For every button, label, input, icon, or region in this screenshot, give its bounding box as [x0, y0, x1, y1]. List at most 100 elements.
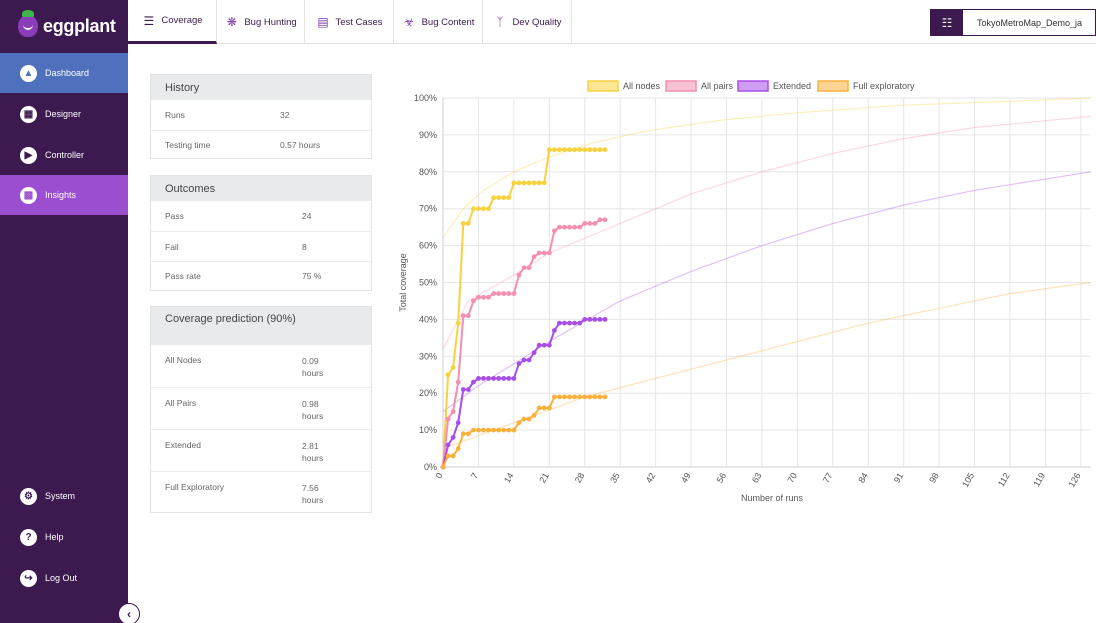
data-point: [491, 195, 497, 201]
project-name: TokyoMetroMap_Demo_ja: [977, 17, 1083, 28]
data-point: [450, 409, 456, 415]
y-tick-label: 80%: [419, 167, 437, 177]
sidebar-item-logout[interactable]: ↪ Log Out: [0, 558, 128, 598]
tab-bug-hunting[interactable]: ❋ Bug Hunting: [217, 0, 305, 44]
chevron-left-icon: ‹: [127, 607, 131, 621]
x-tick-label: 105: [960, 471, 976, 489]
data-point: [551, 394, 557, 400]
data-point: [546, 250, 552, 256]
data-point: [577, 147, 583, 153]
row-key: All Pairs: [165, 398, 197, 408]
tab-bug-content[interactable]: ☣ Bug Content: [394, 0, 483, 44]
logo[interactable]: eggplant: [0, 0, 128, 52]
y-tick-label: 100%: [414, 93, 437, 103]
history-row-testing-time: Testing time 0.57 hours: [151, 130, 371, 159]
history-row-runs: Runs 32: [151, 100, 371, 130]
y-tick-label: 70%: [419, 204, 437, 214]
data-point: [592, 317, 598, 322]
data-point: [450, 453, 456, 459]
row-value: 8: [302, 241, 307, 252]
data-point: [582, 394, 588, 400]
coverage-chart: 0% 10% 20% 30% 40% 50% 60% 70% 80% 90% 100% 0 7 14 21 2…: [385, 70, 1096, 520]
prediction-line: [442, 281, 1092, 450]
sidebar-item-designer[interactable]: ▦ Designer: [0, 94, 128, 134]
tab-test-cases[interactable]: ▤ Test Cases: [305, 0, 394, 44]
sidebar-item-help[interactable]: ? Help: [0, 517, 128, 557]
data-point: [476, 376, 481, 381]
row-value: 7.56 hours: [302, 483, 324, 505]
row-key: Extended: [165, 440, 201, 450]
data-point: [501, 427, 507, 433]
data-point: [572, 224, 578, 230]
data-point: [516, 180, 522, 186]
legend-label: Extended: [773, 81, 811, 91]
tab-coverage[interactable]: ☰ Coverage: [128, 0, 217, 44]
branch-icon: ᛉ: [496, 15, 504, 29]
x-tick-label: 21: [537, 471, 551, 485]
data-point: [587, 394, 593, 400]
data-point: [491, 427, 497, 433]
data-point: [521, 416, 527, 422]
data-point: [486, 206, 491, 212]
data-point: [536, 180, 542, 186]
data-point: [546, 342, 552, 348]
sidebar-item-insights[interactable]: ▩ Insights: [0, 175, 128, 215]
sidebar-item-label: System: [45, 491, 76, 501]
data-point: [577, 320, 583, 326]
data-point: [602, 217, 608, 223]
designer-icon: ▦: [20, 105, 37, 123]
legend-label: All nodes: [623, 81, 661, 91]
data-point: [521, 180, 527, 186]
layers-icon: ☰: [143, 13, 155, 28]
y-axis-label: Total coverage: [398, 253, 408, 312]
data-point: [562, 320, 567, 326]
row-value: 0.98 hours: [302, 399, 324, 421]
project-selector[interactable]: ☷ TokyoMetroMap_Demo_ja: [930, 9, 1096, 36]
data-point: [536, 342, 542, 348]
y-tick-label: 60%: [419, 241, 437, 251]
sidebar-item-system[interactable]: ⚙ System: [0, 476, 128, 516]
tab-label: Bug Content: [421, 16, 475, 28]
sidebar-item-label: Controller: [45, 150, 85, 160]
data-point: [562, 224, 567, 230]
data-point: [455, 446, 461, 451]
data-point: [541, 342, 547, 348]
sidebar-item-label: Designer: [45, 109, 82, 119]
data-point: [592, 221, 598, 226]
data-point: [557, 394, 562, 400]
prediction-row-all-nodes: All Nodes 0.09 hours: [151, 345, 371, 387]
data-point: [470, 379, 476, 385]
data-point: [577, 394, 583, 400]
x-tick-label: 126: [1066, 471, 1082, 489]
eggplant-logo-icon: [18, 10, 38, 37]
data-point: [562, 394, 567, 400]
x-tick-label: 14: [502, 471, 516, 485]
data-point: [506, 427, 512, 433]
sidebar-item-controller[interactable]: ▶ Controller: [0, 135, 128, 175]
data-point: [506, 376, 512, 381]
data-point: [531, 350, 537, 356]
collapse-sidebar-button[interactable]: ‹: [118, 603, 140, 623]
x-tick-label: 28: [573, 471, 587, 485]
bug-icon: ❋: [226, 15, 237, 29]
data-point: [541, 180, 547, 186]
data-point: [516, 361, 522, 367]
data-point: [577, 224, 583, 230]
data-point: [481, 206, 486, 212]
data-point: [470, 298, 476, 304]
y-tick-label: 30%: [419, 351, 437, 361]
tab-dev-quality[interactable]: ᛉ Dev Quality: [483, 0, 572, 44]
data-point: [551, 328, 557, 333]
data-point: [551, 228, 557, 234]
tab-label: Test Cases: [335, 16, 383, 28]
data-point: [582, 147, 588, 153]
data-point: [465, 221, 471, 226]
data-point: [597, 394, 603, 400]
data-point: [572, 394, 578, 400]
gear-icon: ⚙: [20, 487, 37, 505]
sidebar: eggplant ▲ Dashboard ▦ Designer ▶ Contro…: [0, 0, 128, 623]
sidebar-item-dashboard[interactable]: ▲ Dashboard: [0, 53, 128, 93]
data-point: [557, 147, 562, 153]
data-point: [541, 405, 547, 411]
data-point: [526, 265, 532, 271]
